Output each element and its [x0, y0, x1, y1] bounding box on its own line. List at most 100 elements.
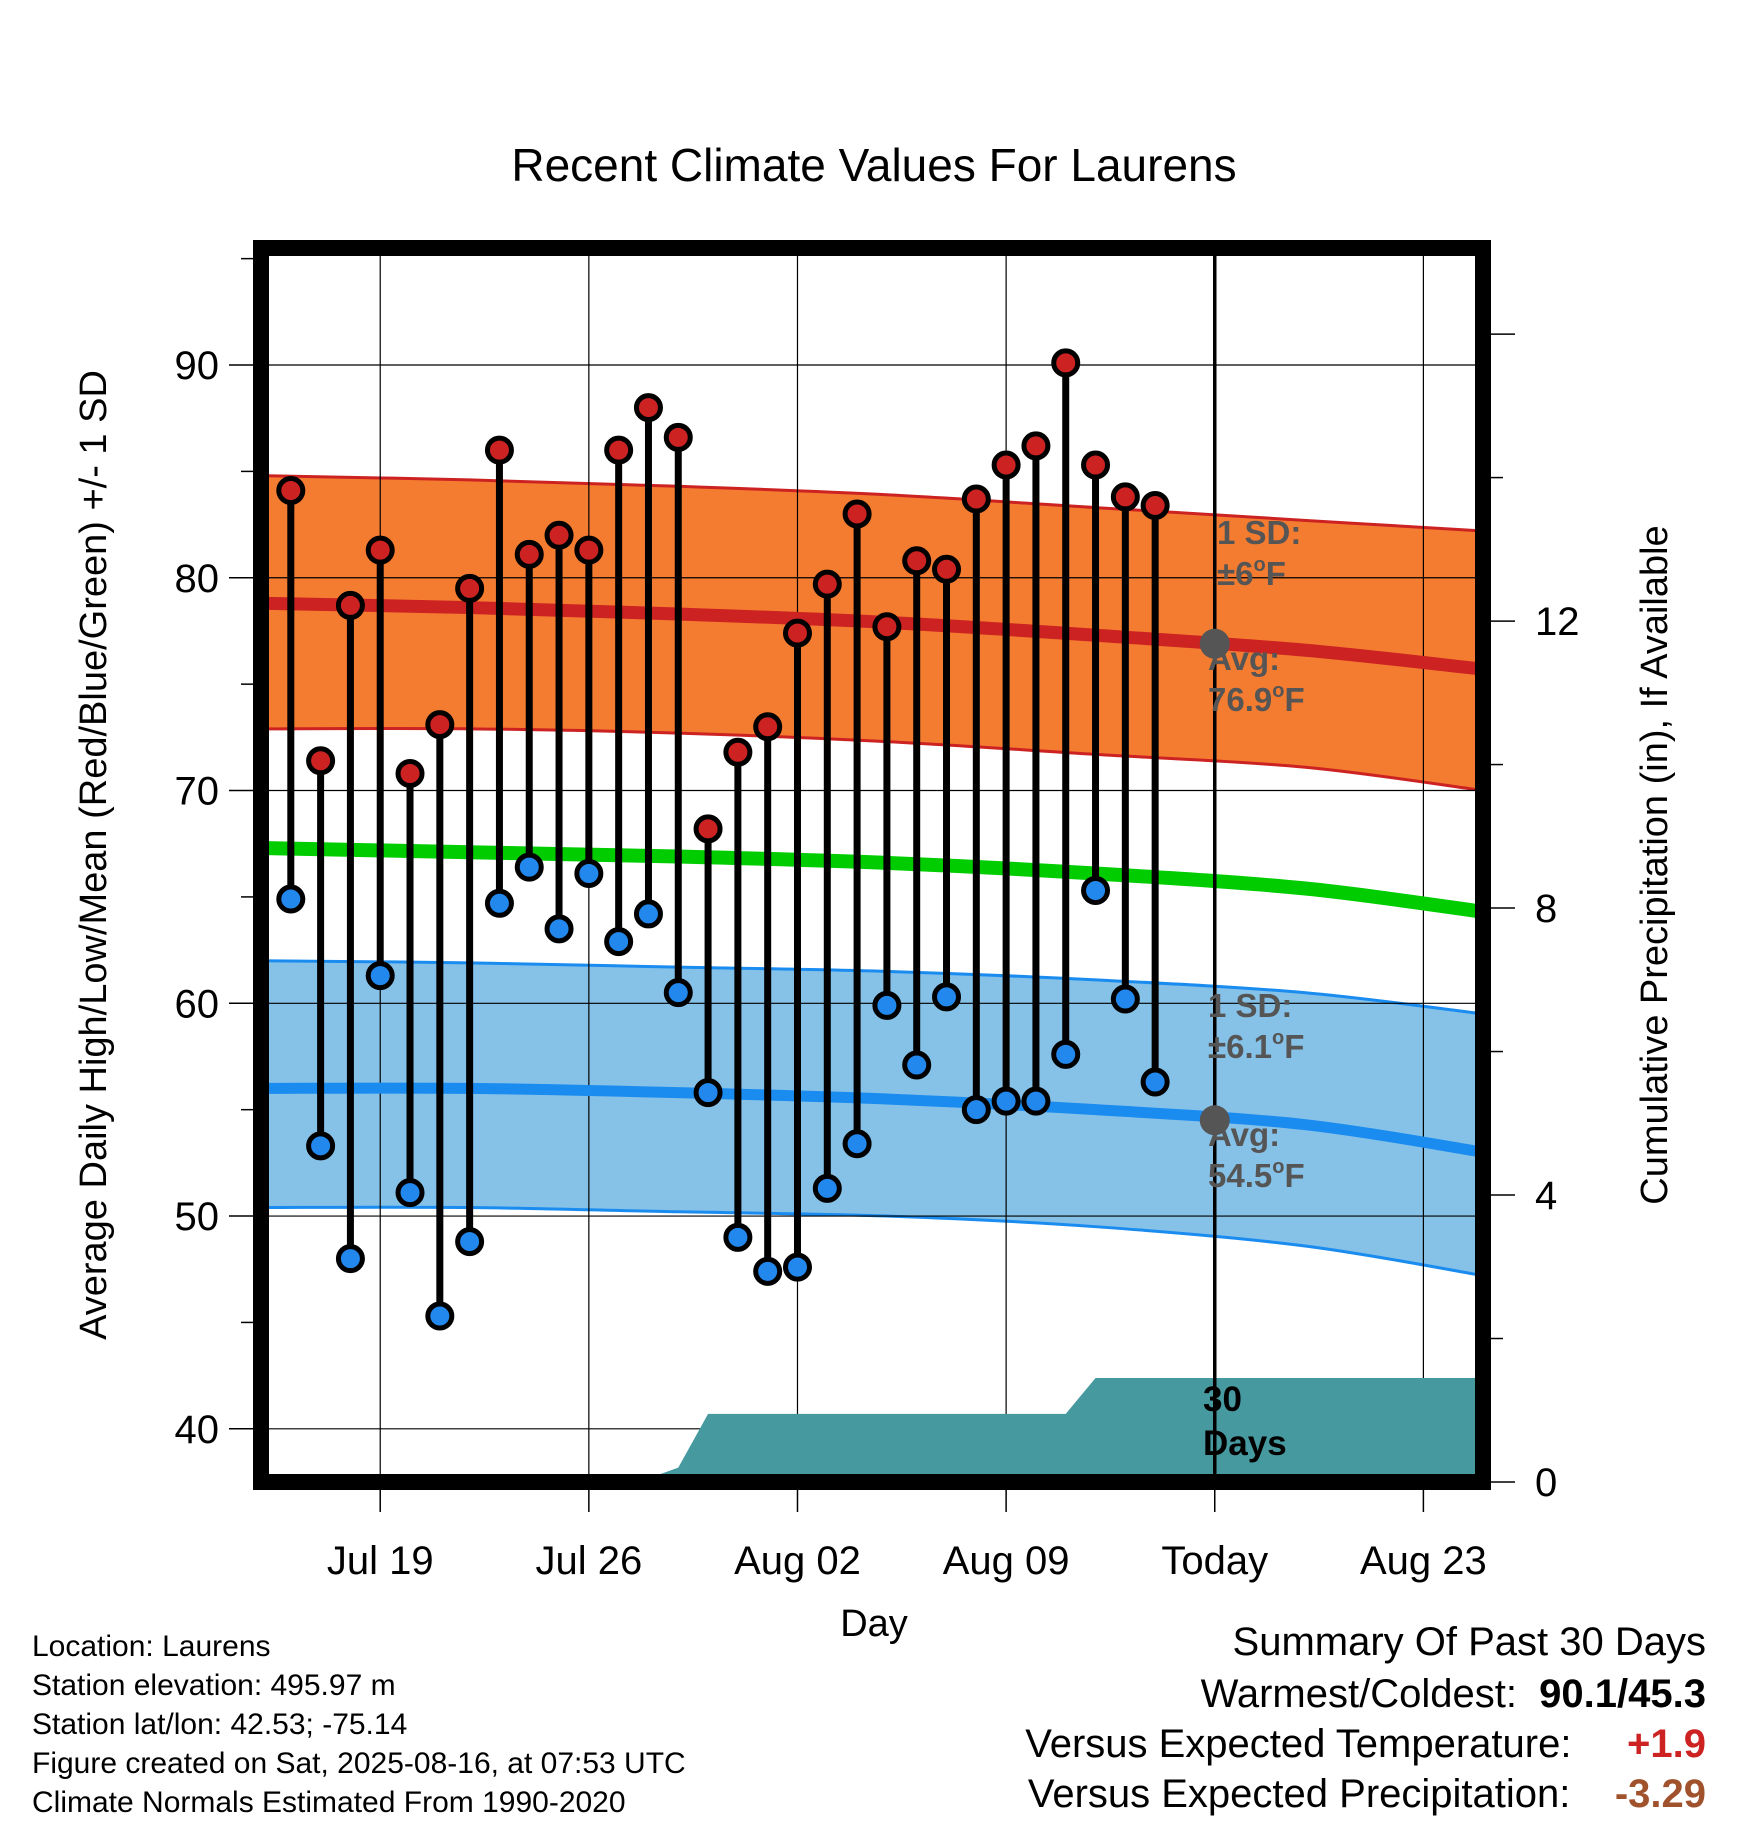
x-axis-ticks: Jul 19 Jul 26 Aug 02 Aug 09 Today Aug 23	[327, 1490, 1487, 1583]
low-temp-dot	[1081, 876, 1111, 906]
high-temp-dot	[365, 535, 395, 565]
low-temp-dot	[544, 914, 574, 944]
low-avg-value: 54.5oF	[1208, 1156, 1305, 1194]
high-temp-dot	[335, 590, 365, 620]
low-temp-dot	[663, 978, 693, 1008]
x-tick-label: Today	[1161, 1539, 1268, 1583]
warmest-coldest-value: 90.1/45.3	[1539, 1672, 1706, 1716]
summary-title: Summary Of Past 30 Days	[1232, 1620, 1706, 1664]
low-sd-label: 1 SD:	[1208, 987, 1292, 1024]
today-low-avg-dot	[1199, 1105, 1230, 1136]
low-temp-dot	[1021, 1086, 1051, 1116]
low-temp-dot	[1051, 1039, 1081, 1069]
low-temp-dot	[753, 1256, 783, 1286]
elevation-text: Station elevation: 495.97 m	[32, 1669, 396, 1702]
high-temp-dot	[663, 422, 693, 452]
low-temp-dot	[484, 888, 514, 918]
x-tick-label: Aug 23	[1360, 1539, 1487, 1583]
created-text: Figure created on Sat, 2025-08-16, at 07…	[32, 1747, 686, 1780]
high-temp-dot	[425, 710, 455, 740]
cumulative-precip-area	[261, 1377, 1483, 1482]
high-temp-dot	[902, 546, 932, 576]
today-high-avg-dot	[1199, 628, 1230, 659]
high-temp-dot	[484, 435, 514, 465]
low-temp-dot	[633, 899, 663, 929]
high-temp-dot	[455, 573, 485, 603]
high-temp-dot	[753, 712, 783, 742]
high-temp-dot	[932, 554, 962, 584]
precip-anomaly-label: Versus Expected Precipitation:	[1027, 1772, 1571, 1816]
y-tick-label: 40	[175, 1408, 220, 1452]
y-tick-label: 90	[175, 344, 220, 388]
mean-normal-line	[260, 840, 1484, 919]
low-temp-dot	[335, 1244, 365, 1274]
low-temp-dot	[514, 852, 544, 882]
days-number-label: 30	[1203, 1380, 1242, 1419]
daily-range-marks	[276, 348, 1170, 1331]
low-temp-dot	[604, 927, 634, 957]
low-temp-dot	[395, 1178, 425, 1208]
temp-anomaly-row: Versus Expected Temperature: +1.9	[1025, 1722, 1706, 1767]
low-temp-dot	[455, 1227, 485, 1257]
high-temp-dot	[782, 618, 812, 648]
low-avg-label: Avg:	[1208, 1116, 1280, 1153]
low-temp-dot	[425, 1301, 455, 1331]
temp-anomaly-value: +1.9	[1627, 1722, 1706, 1766]
high-temp-dot	[604, 435, 634, 465]
low-temp-dot	[812, 1173, 842, 1203]
high-temp-dot	[1051, 348, 1081, 378]
low-temp-dot	[693, 1078, 723, 1108]
high-avg-value: 76.9oF	[1208, 680, 1305, 718]
high-temp-dot	[1110, 482, 1140, 512]
y-tick-label: 50	[175, 1195, 220, 1239]
low-temp-dot	[902, 1050, 932, 1080]
high-temp-dot	[812, 569, 842, 599]
x-tick-label: Aug 09	[943, 1539, 1070, 1583]
y2-tick-label: 0	[1535, 1461, 1557, 1505]
high-sd-value: ±6oF	[1217, 554, 1286, 592]
low-temp-dot	[991, 1086, 1021, 1116]
low-temp-dot	[276, 884, 306, 914]
x-tick-label: Aug 02	[734, 1539, 861, 1583]
latlon-text: Station lat/lon: 42.53; -75.14	[32, 1708, 408, 1741]
low-temp-dot	[574, 859, 604, 889]
low-temp-dot	[932, 982, 962, 1012]
high-temp-dot	[574, 535, 604, 565]
high-temp-dot	[276, 476, 306, 506]
high-temp-dot	[961, 484, 991, 514]
low-temp-dot	[872, 990, 902, 1020]
high-sd-label: 1 SD:	[1217, 514, 1301, 551]
high-temp-dot	[991, 450, 1021, 480]
y-axis-ticks: 40 50 60 70 80 90	[175, 257, 253, 1452]
low-sd-band	[261, 960, 1483, 1276]
low-temp-dot	[1110, 984, 1140, 1014]
y2-tick-label: 8	[1535, 887, 1557, 931]
low-temp-dot	[782, 1252, 812, 1282]
precip-anomaly-row: Versus Expected Precipitation: -3.29	[1028, 1772, 1706, 1817]
temp-anomaly-label: Versus Expected Temperature:	[1025, 1722, 1572, 1766]
y-axis-label: Average Daily High/Low/Mean (Red/Blue/Gr…	[73, 370, 115, 1340]
high-temp-dot	[842, 499, 872, 529]
location-text: Location: Laurens	[32, 1630, 271, 1663]
days-word-label: Days	[1203, 1424, 1287, 1463]
low-temp-dot	[1140, 1067, 1170, 1097]
high-sd-band	[261, 475, 1483, 791]
y-tick-label: 70	[175, 770, 220, 814]
low-sd-value: ±6.1oF	[1208, 1027, 1304, 1065]
high-temp-dot	[723, 737, 753, 767]
y2-tick-label: 12	[1535, 600, 1580, 644]
y2-axis-ticks: 0 4 8 12	[1491, 333, 1580, 1505]
x-tick-label: Jul 19	[327, 1539, 434, 1583]
y-tick-label: 80	[175, 557, 220, 601]
x-tick-label: Jul 26	[535, 1539, 642, 1583]
high-temp-dot	[395, 759, 425, 789]
high-temp-dot	[306, 746, 336, 776]
warmest-coldest-row: Warmest/Coldest: 90.1/45.3	[1201, 1672, 1706, 1717]
high-avg-label: Avg:	[1208, 640, 1280, 677]
x-axis-label: Day	[840, 1603, 908, 1645]
high-temp-dot	[514, 539, 544, 569]
low-temp-dot	[723, 1222, 753, 1252]
plot-area: 1 SD: ±6oF Avg: 76.9oF 1 SD: ±6.1oF Avg:…	[260, 248, 1484, 1482]
normals-text: Climate Normals Estimated From 1990-2020	[32, 1786, 626, 1819]
